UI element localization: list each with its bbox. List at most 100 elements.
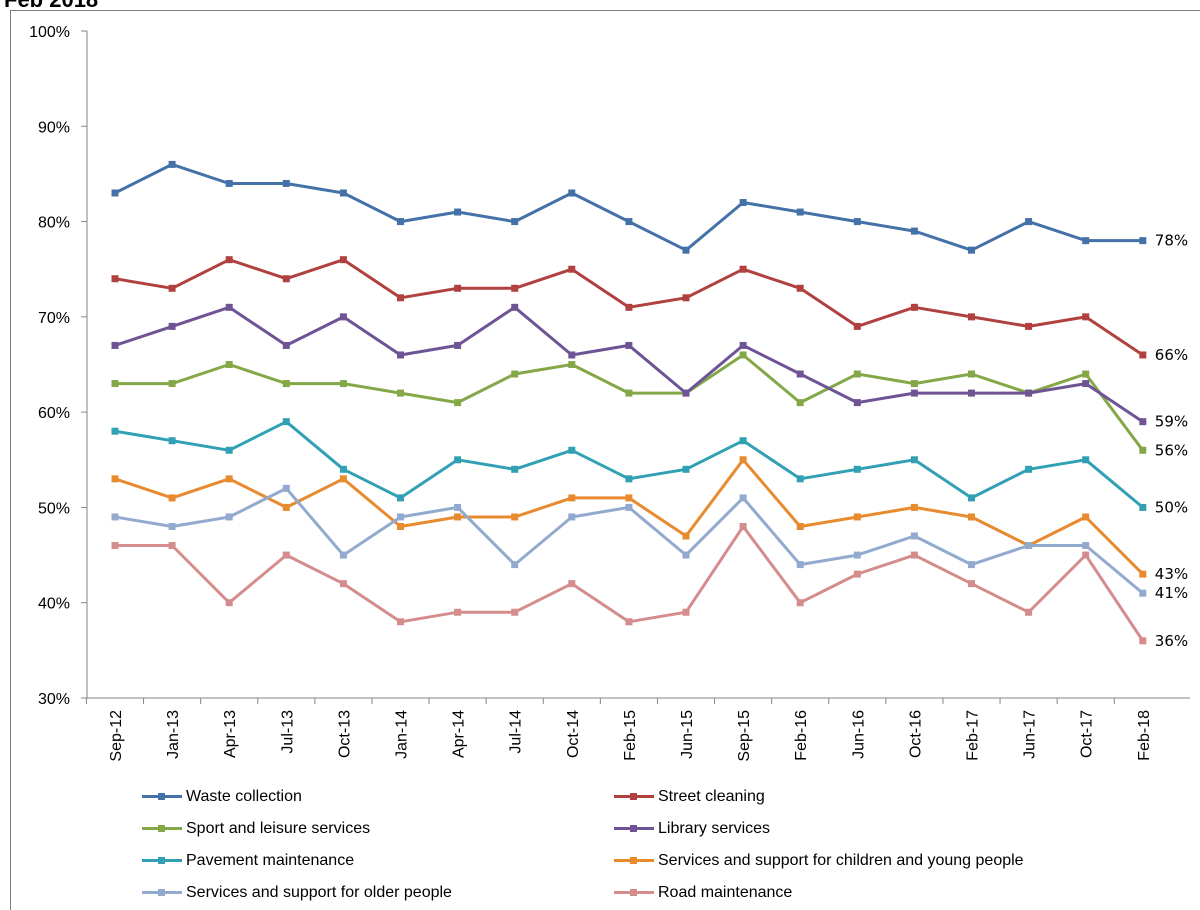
data-point [168,284,176,292]
data-point [853,322,861,330]
data-point [339,465,347,473]
data-point [796,561,804,569]
series-end-label: 56% [1155,441,1188,459]
x-tick-label: Oct-13 [336,710,353,758]
data-point [397,494,404,502]
data-point [568,351,576,359]
data-point [225,256,233,264]
data-point [397,218,404,226]
data-point [968,513,975,521]
data-point [568,580,576,588]
data-point [682,389,690,397]
data-point [910,532,918,540]
data-point [853,570,861,578]
y-tick-label: 80% [38,215,70,232]
data-point [168,322,176,330]
data-point [910,303,918,311]
data-point [568,513,576,521]
data-point [853,370,861,378]
data-point [796,599,804,607]
series-end-label: 66% [1155,346,1188,364]
series-line [114,305,1144,423]
data-point [282,418,290,426]
data-point [282,503,290,511]
data-point [511,513,519,521]
data-point [625,341,633,349]
data-point [225,599,233,607]
data-point [739,341,747,349]
x-tick-label: Feb-18 [1136,710,1153,761]
data-point [339,580,347,588]
data-point [1139,589,1147,597]
data-point [1082,513,1090,521]
data-point [111,341,119,349]
data-point [853,513,861,521]
data-point [454,341,462,349]
data-point [225,446,233,454]
data-point [1025,465,1033,473]
data-point [1082,542,1090,550]
data-point [625,475,633,483]
y-tick-label: 50% [38,500,70,517]
data-point [1139,446,1147,454]
x-tick-label: Sep-15 [736,710,753,762]
data-point [625,218,633,226]
data-point [111,513,119,521]
data-point [168,160,176,168]
data-point [739,522,747,530]
data-point [511,218,519,226]
data-point [511,608,519,616]
data-point [397,513,404,521]
data-point [968,580,975,588]
data-point [568,494,576,502]
data-point [1139,637,1147,645]
x-tick-label: Jun-15 [679,710,696,759]
data-point [397,522,404,530]
data-point [511,284,519,292]
data-point [739,351,747,359]
x-tick-label: Feb-15 [622,710,639,761]
data-point [1082,370,1090,378]
data-point [796,475,804,483]
data-point [968,561,975,569]
data-point [397,294,404,302]
y-tick-label: 70% [38,310,70,327]
data-point [168,542,176,550]
data-point [739,199,747,207]
data-point [853,218,861,226]
x-tick-label: Oct-16 [907,710,924,758]
x-tick-label: Jan-13 [165,710,182,759]
data-point [968,370,975,378]
data-point [853,465,861,473]
data-point [1025,322,1033,330]
data-point [1025,608,1033,616]
data-point [1139,351,1147,359]
data-point [282,551,290,559]
x-tick-label: Apr-14 [451,710,468,758]
data-point [111,189,119,197]
data-point [625,503,633,511]
data-point [682,294,690,302]
data-point [682,551,690,559]
data-point [225,303,233,311]
data-point [454,456,462,464]
data-point [1082,551,1090,559]
data-point [225,179,233,187]
x-tick-label: Oct-17 [1079,710,1096,758]
data-point [682,465,690,473]
data-point [625,389,633,397]
data-point [796,370,804,378]
data-point [625,618,633,626]
chart-frame [10,10,1200,910]
data-point [853,399,861,407]
data-point [111,542,119,550]
data-point [968,246,975,254]
data-point [796,284,804,292]
data-point [910,456,918,464]
data-point [168,437,176,445]
data-point [339,551,347,559]
data-point [1025,389,1033,397]
data-point [1139,418,1147,426]
data-point [682,532,690,540]
x-tick-label: Apr-13 [222,710,239,758]
